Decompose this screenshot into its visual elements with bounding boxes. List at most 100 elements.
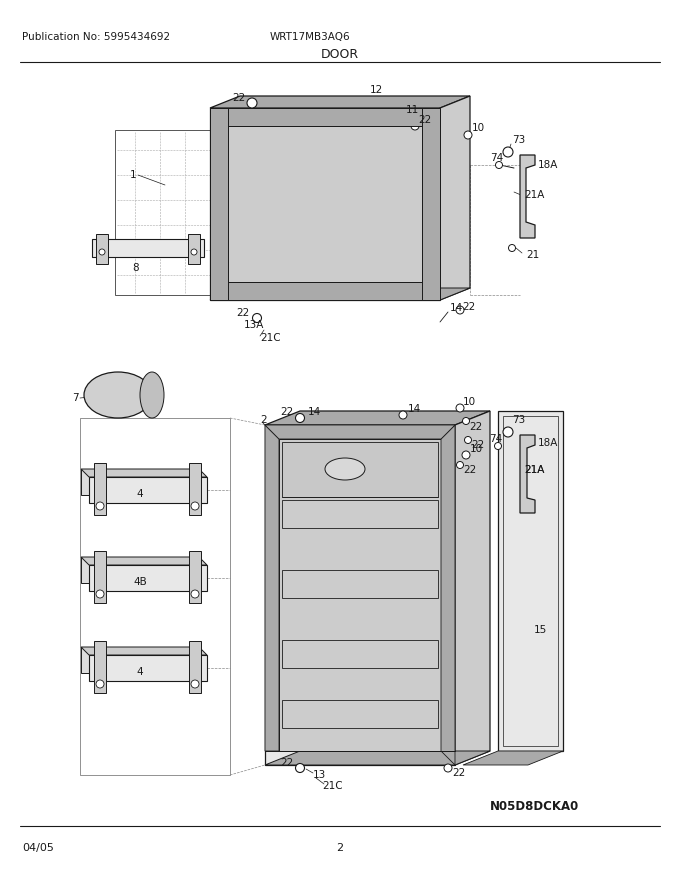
Polygon shape (265, 425, 279, 751)
Polygon shape (210, 96, 470, 108)
Text: 14: 14 (450, 303, 463, 313)
Text: 4B: 4B (133, 577, 147, 587)
Polygon shape (422, 108, 440, 300)
Circle shape (496, 162, 503, 168)
Text: 13A: 13A (244, 320, 265, 330)
Text: 22: 22 (280, 758, 293, 768)
Circle shape (456, 306, 464, 314)
Ellipse shape (325, 458, 365, 480)
Polygon shape (81, 469, 199, 495)
Text: 22: 22 (471, 440, 484, 450)
Circle shape (399, 411, 407, 419)
Text: 21C: 21C (260, 333, 281, 343)
Text: 74: 74 (489, 434, 503, 444)
Circle shape (464, 436, 471, 444)
Bar (96, 234, 108, 264)
Circle shape (503, 427, 513, 437)
Text: 22: 22 (418, 115, 431, 125)
Polygon shape (498, 411, 563, 751)
Text: 12: 12 (370, 85, 384, 95)
Text: 22: 22 (232, 93, 245, 103)
Circle shape (191, 502, 199, 510)
Circle shape (464, 131, 472, 139)
Text: 10: 10 (472, 123, 485, 133)
Circle shape (494, 443, 502, 450)
Polygon shape (253, 116, 447, 272)
Polygon shape (210, 282, 440, 300)
Circle shape (296, 414, 305, 422)
Polygon shape (210, 108, 440, 126)
Polygon shape (228, 126, 422, 282)
Text: 14: 14 (408, 404, 421, 414)
Polygon shape (441, 425, 455, 765)
Circle shape (296, 764, 305, 773)
Bar (188, 234, 200, 264)
Text: 04/05: 04/05 (22, 843, 54, 853)
Text: Publication No: 5995434692: Publication No: 5995434692 (22, 32, 170, 42)
Polygon shape (520, 435, 535, 513)
Polygon shape (81, 557, 207, 565)
Circle shape (96, 590, 104, 598)
Circle shape (191, 590, 199, 598)
Text: 22: 22 (462, 302, 475, 312)
Text: 1: 1 (130, 170, 137, 180)
Circle shape (99, 249, 105, 255)
Bar (282, 442, 438, 497)
Polygon shape (94, 551, 106, 603)
Circle shape (191, 680, 199, 688)
Polygon shape (189, 551, 201, 603)
Circle shape (411, 122, 419, 130)
Bar (92, 239, 204, 257)
Text: 7: 7 (72, 393, 79, 403)
Circle shape (462, 451, 470, 459)
Text: 22: 22 (452, 768, 465, 778)
Bar (282, 700, 438, 728)
Text: 2: 2 (337, 843, 343, 853)
Polygon shape (81, 647, 199, 673)
Polygon shape (89, 565, 207, 591)
Polygon shape (189, 463, 201, 515)
Bar (282, 500, 438, 528)
Text: 2: 2 (260, 415, 267, 425)
Text: 8: 8 (132, 263, 139, 273)
Polygon shape (189, 641, 201, 693)
Circle shape (191, 249, 197, 255)
Text: 11: 11 (406, 105, 420, 115)
Ellipse shape (140, 372, 164, 418)
Polygon shape (265, 751, 490, 765)
Text: 21A: 21A (524, 190, 545, 200)
Circle shape (456, 461, 464, 468)
Text: 21A: 21A (524, 465, 545, 475)
Text: 73: 73 (512, 135, 525, 145)
Circle shape (96, 680, 104, 688)
Circle shape (356, 108, 364, 115)
Text: 74: 74 (490, 153, 503, 163)
Polygon shape (81, 557, 199, 583)
Bar (282, 570, 438, 598)
Text: 13: 13 (313, 770, 326, 780)
Text: 22: 22 (280, 407, 293, 417)
Polygon shape (265, 411, 490, 425)
Text: 14: 14 (308, 407, 321, 417)
Circle shape (462, 417, 469, 424)
Text: 15: 15 (534, 625, 547, 635)
Text: 73: 73 (512, 415, 525, 425)
Text: 21C: 21C (322, 781, 343, 791)
Polygon shape (210, 108, 228, 300)
Text: N05D8DCKA0: N05D8DCKA0 (490, 800, 579, 813)
Circle shape (456, 404, 464, 412)
Circle shape (444, 764, 452, 772)
Polygon shape (265, 425, 455, 439)
Bar (80, 418, 230, 775)
Text: 21: 21 (526, 250, 539, 260)
Polygon shape (81, 469, 207, 477)
Polygon shape (210, 108, 440, 300)
Circle shape (252, 313, 262, 322)
Polygon shape (520, 155, 535, 238)
Text: 22: 22 (463, 465, 476, 475)
Circle shape (509, 245, 515, 252)
Polygon shape (94, 641, 106, 693)
Polygon shape (265, 425, 455, 765)
Bar (115, 130, 245, 295)
Text: 18A: 18A (538, 438, 558, 448)
